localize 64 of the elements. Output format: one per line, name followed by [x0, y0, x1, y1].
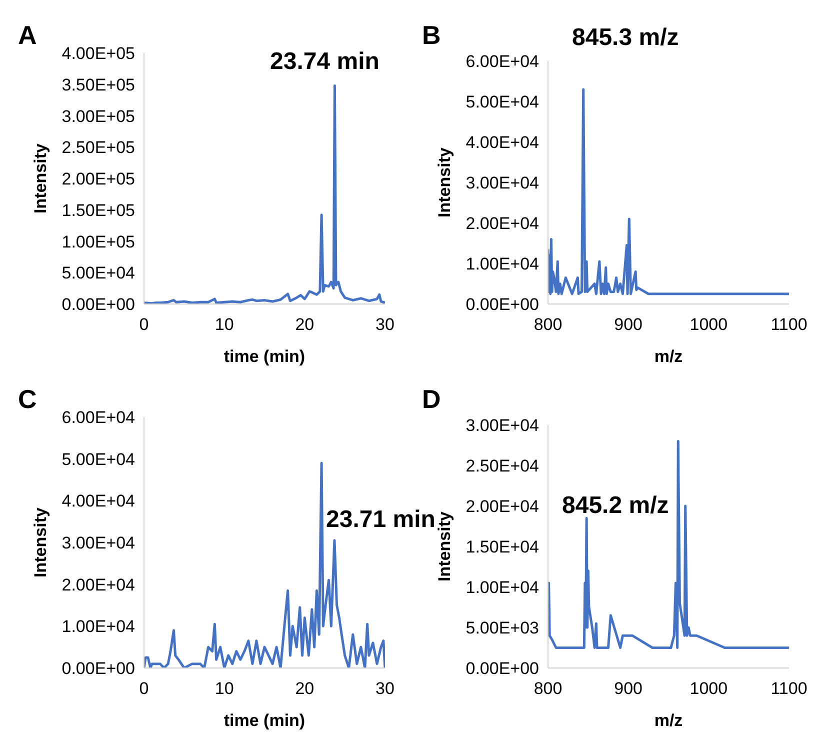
- chart-title: D: [422, 384, 441, 415]
- x-tick-label: 20: [295, 315, 314, 334]
- x-tick-label: 10: [214, 315, 234, 334]
- y-tick-label: 5.00E+04: [466, 92, 539, 112]
- y-tick-label: 2.00E+05: [62, 170, 135, 189]
- x-tick-label: 0: [139, 315, 149, 334]
- x-tick-label: 1000: [690, 315, 728, 334]
- x-tick-label: 800: [534, 315, 562, 334]
- y-tick-label: 1.50E+05: [62, 200, 135, 220]
- y-tick-label: 4.00E+04: [466, 133, 539, 152]
- y-tick-label: 1.00E+04: [62, 617, 135, 636]
- y-tick-label: 5.00E+04: [62, 264, 135, 283]
- text: 845.3 m/z: [572, 24, 679, 52]
- chart-title: C: [18, 384, 37, 415]
- chart-title: A: [18, 20, 37, 51]
- y-tick-label: 1.00E+04: [466, 578, 539, 598]
- x-tick-label: 1100: [770, 315, 808, 334]
- y-tick-label: 2.00E+04: [466, 497, 539, 516]
- x-tick-label: 900: [614, 679, 643, 698]
- annotation: 23.71 min: [326, 506, 436, 534]
- x-axis-title: m/z: [654, 711, 683, 730]
- y-axis-title: Intensity: [435, 147, 454, 218]
- x-tick-label: 900: [614, 315, 643, 334]
- y-axis-title: Intensity: [31, 507, 50, 578]
- y-tick-label: 3.50E+05: [62, 75, 135, 94]
- x-axis-title: time (min): [224, 347, 306, 366]
- x-tick-label: 1000: [690, 679, 728, 698]
- y-tick-label: 6.00E+04: [62, 408, 135, 428]
- x-tick-label: 20: [295, 679, 314, 698]
- y-tick-label: 3.00E+04: [466, 174, 539, 193]
- x-tick-label: 1100: [770, 679, 808, 698]
- y-axis-title: Intensity: [31, 143, 50, 214]
- x-axis-title: m/z: [654, 347, 683, 366]
- y-tick-label: 5.00E+03: [466, 618, 539, 638]
- x-tick-label: 10: [214, 679, 234, 698]
- y-tick-label: 2.00E+04: [62, 575, 135, 594]
- y-tick-label: 6.00E+04: [466, 52, 539, 72]
- x-tick-label: 30: [376, 315, 394, 334]
- x-tick-label: 800: [534, 679, 562, 698]
- line-series: [548, 440, 789, 649]
- annotation: 23.74 min: [270, 48, 380, 76]
- y-tick-label: 5.00E+04: [62, 450, 135, 469]
- y-tick-label: 3.00E+04: [62, 534, 135, 553]
- y-tick-label: 0.00E+00: [466, 659, 539, 678]
- y-tick-label: 3.00E+05: [62, 106, 135, 126]
- x-tick-label: 30: [376, 679, 394, 698]
- chart-title: B: [422, 20, 441, 51]
- y-tick-label: 1.50E+04: [466, 538, 539, 557]
- y-tick-label: 1.00E+04: [466, 254, 539, 274]
- y-tick-label: 2.50E+05: [62, 138, 135, 158]
- y-tick-label: 2.00E+04: [466, 214, 539, 234]
- y-tick-label: 1.00E+05: [62, 232, 135, 252]
- y-tick-label: 3.00E+04: [466, 416, 539, 436]
- annotation: 845.2 m/z: [562, 492, 669, 520]
- y-tick-label: 4.00E+05: [62, 44, 135, 64]
- y-axis-title: Intensity: [435, 511, 454, 582]
- y-tick-label: 2.50E+04: [466, 456, 539, 476]
- line-series: [548, 88, 789, 296]
- y-tick-label: 0.00E+00: [62, 659, 135, 678]
- x-axis-title: time (min): [224, 711, 306, 730]
- y-tick-label: 0.00E+00: [62, 295, 135, 314]
- y-tick-label: 0.00E+00: [466, 295, 539, 314]
- x-tick-label: 0: [139, 679, 149, 698]
- y-tick-label: 4.00E+04: [62, 492, 135, 511]
